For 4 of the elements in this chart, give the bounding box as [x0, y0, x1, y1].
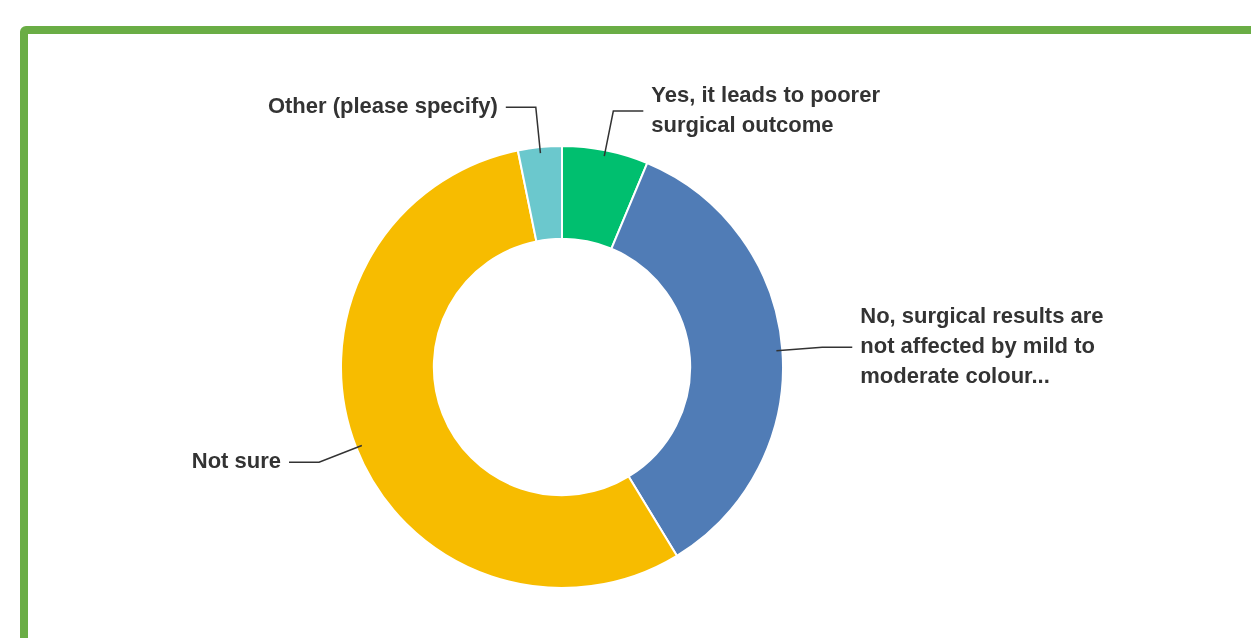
slice-label: Not sure — [191, 448, 282, 474]
slice-label: Yes, it leads to poorer surgical outcome — [651, 82, 881, 138]
slice-label: Other (please specify) — [267, 93, 498, 119]
slice-label: No, surgical results are not affected by mild to moderate colour... — [860, 303, 1104, 389]
